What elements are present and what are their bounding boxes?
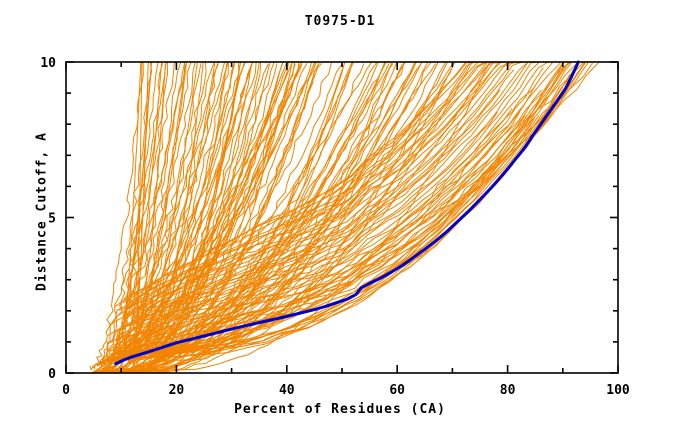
page-title: T0975-D1	[304, 14, 376, 29]
prediction-curve	[99, 61, 175, 366]
prediction-curve	[141, 61, 346, 374]
tick-labels-layer: 0 20 40 60 80 100 0 5 10	[40, 56, 630, 398]
prediction-curve	[134, 62, 271, 374]
prediction-curve	[126, 63, 296, 372]
x-tick-label: 60	[389, 383, 405, 398]
prediction-curve	[103, 62, 162, 374]
y-axis-label: Distance Cutoff, A	[34, 132, 50, 291]
x-tick-label: 80	[500, 383, 516, 398]
prediction-curve	[114, 61, 229, 374]
prediction-curve	[131, 62, 393, 374]
prediction-curve	[104, 62, 315, 374]
y-tick-label: 10	[40, 56, 56, 71]
prediction-curve	[115, 62, 569, 353]
prediction-curve	[129, 73, 571, 357]
prediction-curve	[126, 61, 508, 317]
prediction-curve	[129, 62, 198, 374]
x-tick-label: 40	[279, 383, 295, 398]
prediction-curve	[120, 61, 142, 374]
prediction-curve	[111, 62, 446, 374]
prediction-curve	[91, 61, 219, 374]
prediction-curve	[103, 61, 254, 372]
prediction-curve	[132, 61, 529, 326]
prediction-curve	[122, 62, 204, 374]
prediction-curve	[115, 62, 572, 358]
prediction-curve	[134, 61, 520, 320]
prediction-curve	[94, 61, 153, 369]
x-tick-label: 100	[606, 383, 630, 398]
prediction-curve	[129, 62, 332, 359]
curves-layer	[89, 60, 600, 374]
prediction-curve	[93, 63, 152, 374]
prediction-curve	[115, 69, 514, 333]
prediction-curve	[137, 63, 394, 374]
prediction-curve	[107, 112, 498, 345]
prediction-curve	[120, 63, 187, 374]
prediction-curve	[131, 61, 241, 374]
prediction-curve	[118, 63, 269, 361]
prediction-curve	[124, 61, 491, 374]
prediction-curve	[91, 63, 303, 374]
prediction-curve	[104, 62, 373, 374]
prediction-curve	[125, 115, 540, 357]
best-model-curve	[114, 60, 580, 366]
prediction-curve	[132, 61, 456, 374]
prediction-curve	[124, 62, 390, 374]
prediction-curve	[129, 61, 549, 337]
x-axis-label: Percent of Residues (CA)	[234, 402, 446, 417]
axes-layer	[65, 61, 619, 374]
prediction-curve	[99, 61, 260, 374]
x-tick-label: 0	[62, 383, 70, 398]
prediction-curve	[130, 61, 513, 319]
prediction-curve	[89, 61, 144, 371]
prediction-curve	[132, 61, 387, 374]
prediction-curve	[108, 61, 290, 374]
y-tick-label: 0	[48, 367, 56, 382]
prediction-curve	[114, 61, 288, 374]
prediction-curve	[130, 61, 486, 305]
prediction-curve	[109, 115, 526, 356]
x-tick-label: 20	[169, 383, 185, 398]
y-tick-label: 5	[48, 212, 56, 227]
prediction-curve	[114, 62, 423, 373]
